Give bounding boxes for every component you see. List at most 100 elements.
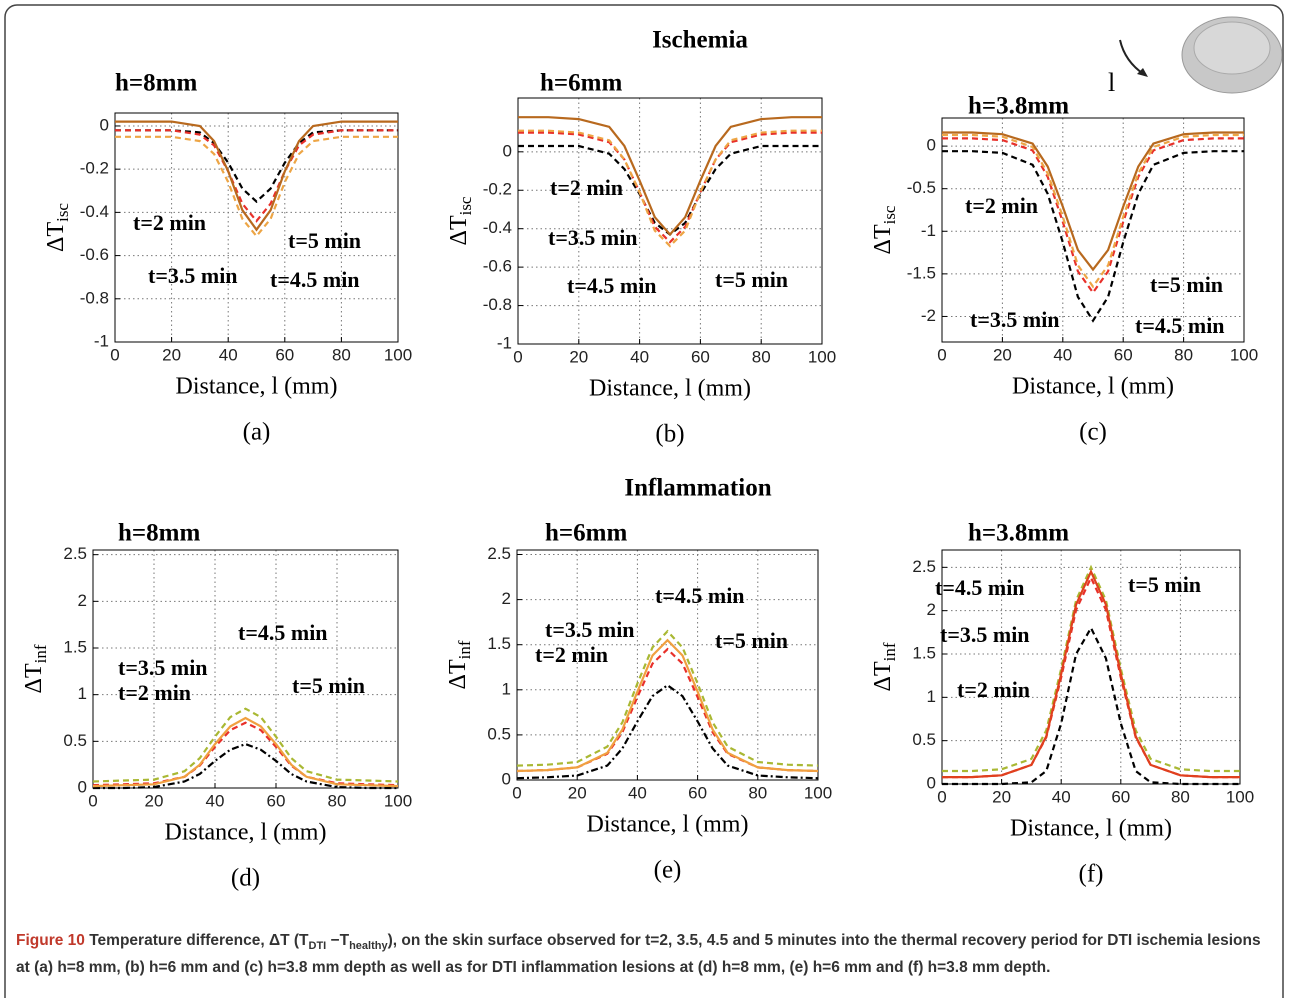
x-tick-label: 100: [384, 791, 412, 810]
chart-title: h=3.8mm: [968, 93, 1069, 120]
x-tick-label: 60: [1111, 787, 1130, 806]
series-line: [92, 716, 399, 788]
series-line: [518, 129, 822, 248]
axes-frame: [114, 112, 399, 343]
x-tick-label: 80: [328, 791, 347, 810]
y-axis-label: ΔTisc: [446, 196, 475, 245]
x-tick-label: 0: [937, 787, 946, 806]
plot-area: [942, 118, 1244, 342]
y-tick-label: 2.5: [912, 557, 936, 576]
probe-icon: l: [1108, 16, 1283, 97]
series-label: t=4.5 min: [567, 273, 657, 298]
x-tick-label: 40: [1053, 345, 1072, 364]
y-axis-label-sub: inf: [880, 642, 899, 661]
y-axis-label-main: ΔT: [43, 222, 69, 252]
y-tick-label: 1.5: [912, 643, 936, 662]
y-axis-label-main: ΔT: [870, 224, 896, 254]
caption-text: −T: [326, 932, 350, 949]
y-tick-label: -0.2: [483, 180, 512, 199]
y-tick-label: 0: [927, 136, 936, 155]
y-tick-label: -0.4: [80, 202, 109, 221]
x-axis-label: Distance, l (mm): [165, 820, 327, 846]
series-label: t=5 min: [1150, 272, 1223, 297]
series-label: t=5 min: [715, 267, 788, 292]
caption-text: Figure 10: [16, 932, 85, 949]
y-tick-label: 0: [502, 769, 511, 788]
y-tick-label: 0.5: [63, 731, 87, 750]
plot-area: [517, 550, 818, 780]
y-axis-label-sub: isc: [880, 205, 899, 224]
panel-label: (a): [243, 419, 271, 446]
series-label: t=2 min: [535, 642, 608, 667]
y-tick-label: -0.4: [483, 218, 512, 237]
x-tick-label: 0: [513, 347, 522, 366]
x-tick-label: 80: [748, 783, 767, 802]
y-tick-label: -0.8: [483, 295, 512, 314]
caption-text: ), on the skin surface observed for t=2,…: [16, 932, 1261, 977]
y-tick-label: 1: [927, 687, 936, 706]
series-label: t=2 min: [957, 677, 1030, 702]
chart-title: h=3.8mm: [968, 520, 1069, 547]
chart-title: h=8mm: [115, 70, 197, 97]
series-label: t=2 min: [133, 210, 206, 235]
caption: Figure 10 Temperature difference, ΔT (TD…: [16, 930, 1274, 979]
series-line: [115, 120, 398, 232]
plot-area: [518, 98, 822, 344]
y-tick-label: 2: [502, 589, 511, 608]
x-tick-label: 0: [937, 345, 946, 364]
y-axis-label: ΔTinf: [21, 644, 50, 693]
x-tick-label: 80: [1174, 345, 1193, 364]
series-line: [942, 133, 1244, 289]
panel-label: (c): [1079, 419, 1107, 446]
series-line: [516, 638, 819, 773]
y-tick-label: 2.5: [487, 544, 511, 563]
x-tick-label: 100: [804, 783, 832, 802]
panel-label: (d): [231, 865, 260, 892]
panel-label: (e): [654, 857, 682, 884]
chart-title: h=6mm: [545, 520, 627, 547]
chart-title: h=6mm: [540, 70, 622, 97]
y-axis-label-main: ΔT: [446, 215, 472, 245]
series-label: t=5 min: [715, 628, 788, 653]
series-label: t=5 min: [1128, 572, 1201, 597]
arrowhead: [1137, 68, 1148, 77]
series-line: [942, 150, 1244, 323]
y-tick-label: -1: [94, 331, 109, 350]
axes-frame: [941, 549, 1241, 785]
series-label: t=3.5 min: [148, 263, 238, 288]
x-tick-label: 60: [691, 347, 710, 366]
x-tick-label: 20: [993, 345, 1012, 364]
x-axis-label: Distance, l (mm): [176, 374, 338, 400]
axes-frame: [516, 549, 819, 781]
series-line: [942, 131, 1244, 272]
y-tick-label: 1: [502, 679, 511, 698]
series-line: [518, 131, 822, 244]
x-tick-label: 80: [332, 345, 351, 364]
series-line: [942, 564, 1240, 773]
series-label: t=4.5 min: [935, 575, 1025, 600]
y-axis-label: ΔTisc: [870, 205, 899, 254]
y-axis-label: ΔTinf: [870, 642, 899, 691]
x-tick-label: 80: [752, 347, 771, 366]
caption-text: healthy: [349, 940, 388, 953]
y-tick-label: -0.6: [483, 257, 512, 276]
series-line: [518, 116, 822, 237]
y-tick-label: 0.5: [912, 730, 936, 749]
series-label: t=3.5 min: [545, 617, 635, 642]
x-tick-label: 100: [1230, 345, 1258, 364]
y-tick-label: 2: [927, 600, 936, 619]
panel-label: (f): [1079, 861, 1104, 888]
y-tick-label: -0.2: [80, 159, 109, 178]
x-tick-label: 60: [688, 783, 707, 802]
x-tick-label: 40: [630, 347, 649, 366]
series-label: t=2 min: [965, 193, 1038, 218]
y-tick-label: 2: [78, 591, 87, 610]
series-line: [115, 129, 398, 223]
series-label: t=3.5 min: [118, 655, 208, 680]
x-axis-label: Distance, l (mm): [1012, 374, 1174, 400]
plot-area: [115, 113, 398, 342]
y-tick-label: 1.5: [63, 637, 87, 656]
x-tick-label: 60: [1114, 345, 1133, 364]
